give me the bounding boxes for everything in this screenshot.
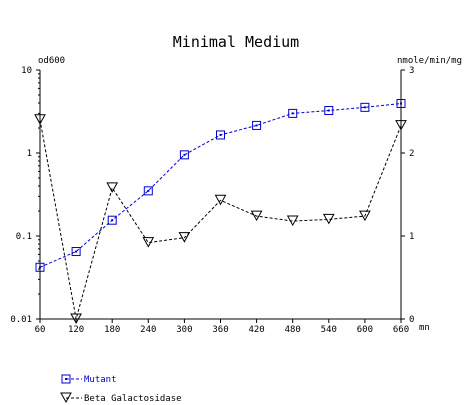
y-left-axis-ticks: 0.01 0.1 1 10 bbox=[10, 66, 40, 325]
series-2-point bbox=[178, 232, 191, 243]
y-right-axis-title: nmole/min/mg bbox=[397, 56, 462, 66]
series-line-2 bbox=[39, 119, 402, 320]
x-axis-ticks: 60 120 180 240 300 360 420 480 540 600 660 bbox=[35, 319, 409, 335]
series-1-point bbox=[324, 106, 334, 116]
x-tick-label: 480 bbox=[285, 325, 301, 335]
legend: Mutant Beta Galactosidase bbox=[60, 374, 182, 404]
series-1-point bbox=[360, 102, 370, 112]
series-2-point bbox=[70, 313, 82, 325]
y-right-tick-label: 2 bbox=[409, 149, 414, 159]
y-left-tick-label: 0.01 bbox=[10, 315, 32, 325]
series-1-point bbox=[107, 215, 117, 225]
x-tick-label: 660 bbox=[393, 325, 409, 335]
series-2-point bbox=[106, 182, 119, 193]
y-right-tick-label: 0 bbox=[409, 315, 414, 325]
x-tick-label: 180 bbox=[104, 325, 120, 335]
series-layer bbox=[34, 98, 407, 325]
series-2-point bbox=[322, 213, 335, 225]
x-axis-title: mn bbox=[419, 323, 430, 333]
legend-label: Beta Galactosidase bbox=[84, 394, 182, 404]
x-tick-label: 60 bbox=[35, 325, 46, 335]
series-2-point bbox=[286, 215, 299, 227]
x-tick-label: 300 bbox=[176, 325, 192, 335]
series-1-point bbox=[179, 150, 189, 160]
legend-marker bbox=[61, 374, 71, 384]
y-left-tick-label: 10 bbox=[21, 66, 32, 76]
series-1-point bbox=[35, 262, 45, 272]
series-1-point bbox=[216, 130, 225, 140]
y-left-tick-label: 0.1 bbox=[16, 232, 32, 242]
x-tick-label: 420 bbox=[248, 325, 264, 335]
series-2-point bbox=[395, 120, 407, 131]
legend-label: Mutant bbox=[84, 375, 117, 385]
x-tick-label: 360 bbox=[212, 325, 228, 335]
series-1-point bbox=[288, 108, 298, 118]
x-tick-label: 120 bbox=[68, 325, 84, 335]
series-line-1 bbox=[39, 102, 402, 268]
y-left-tick-label: 1 bbox=[27, 149, 32, 159]
series-1-point bbox=[396, 98, 406, 108]
series-1-point bbox=[143, 186, 153, 196]
legend-marker bbox=[60, 392, 72, 404]
series-2-point bbox=[214, 194, 227, 206]
series-2-point bbox=[34, 114, 46, 125]
series-1-point bbox=[71, 247, 81, 257]
series-2-point bbox=[250, 210, 263, 222]
y-left-axis-title: od600 bbox=[38, 56, 65, 66]
y-right-tick-label: 3 bbox=[409, 66, 414, 76]
x-tick-label: 240 bbox=[140, 325, 156, 335]
chart-title: Minimal Medium bbox=[173, 33, 299, 51]
series-1-point bbox=[252, 120, 262, 130]
x-tick-label: 540 bbox=[321, 325, 337, 335]
x-tick-label: 600 bbox=[357, 325, 373, 335]
series-2-point bbox=[359, 210, 371, 222]
y-right-tick-label: 1 bbox=[409, 232, 414, 242]
y-right-axis-ticks: 0 1 2 3 bbox=[401, 66, 414, 325]
series-2-point bbox=[142, 237, 155, 248]
